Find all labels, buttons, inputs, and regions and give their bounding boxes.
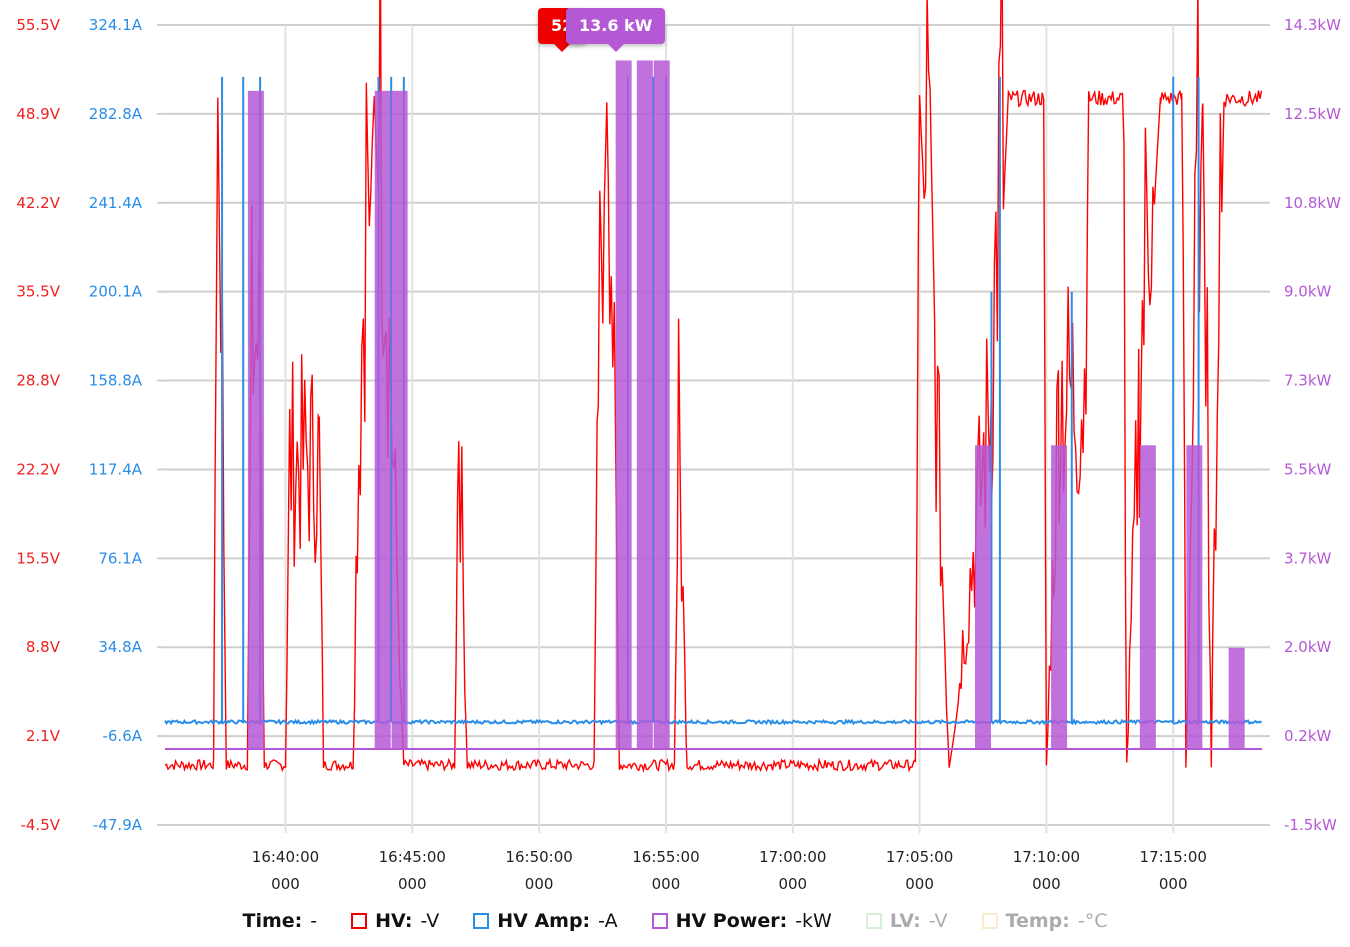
x-tick-label: 17:15:00 <box>1140 848 1207 866</box>
power-tick-label: 9.0kW <box>1284 283 1332 301</box>
voltage-tick-label: 55.5V <box>16 16 60 34</box>
hv-swatch-icon <box>351 913 368 929</box>
voltage-tick-label: 28.8V <box>16 372 60 390</box>
hv-power-spike <box>247 90 264 750</box>
hv-power-spike <box>615 60 632 750</box>
x-tick-label: 16:40:00 <box>252 848 319 866</box>
legend-item-lv[interactable]: LV: -V <box>865 910 948 932</box>
voltage-tick-label: 22.2V <box>16 460 60 478</box>
voltage-tick-label: 42.2V <box>16 194 60 212</box>
legend-time: Time: - <box>242 910 318 932</box>
hv-amp-series-line <box>164 718 1263 726</box>
hv-power-spike <box>1051 445 1068 750</box>
x-tick-sublabel: 000 <box>525 875 554 893</box>
x-tick-label: 17:10:00 <box>1013 848 1080 866</box>
power-tick-label: 7.3kW <box>1284 372 1332 390</box>
x-tick-sublabel: 000 <box>652 875 681 893</box>
power-tick-label: 2.0kW <box>1284 638 1332 656</box>
x-tick-label: 17:00:00 <box>759 848 826 866</box>
hv-power-spike <box>636 60 653 750</box>
hv-power-spike <box>653 60 670 750</box>
legend-item-temp[interactable]: Temp: -°C <box>981 910 1108 932</box>
current-tick-label: 241.4A <box>89 194 143 212</box>
power-tick-label: 0.2kW <box>1284 727 1332 745</box>
power-tick-label: 3.7kW <box>1284 549 1332 567</box>
current-tick-label: -47.9A <box>93 816 143 834</box>
voltage-tick-label: 35.5V <box>16 283 60 301</box>
temp-swatch-icon <box>981 913 998 929</box>
lv-swatch-icon <box>865 913 882 929</box>
power-tooltip: 13.6 kW <box>566 8 666 52</box>
current-tick-label: 200.1A <box>89 283 143 301</box>
x-tick-sublabel: 000 <box>905 875 934 893</box>
x-tick-sublabel: 000 <box>1032 875 1061 893</box>
legend-item-hv[interactable]: HV: -V <box>351 910 439 932</box>
voltage-tick-label: 2.1V <box>26 727 61 745</box>
current-tick-label: 34.8A <box>98 638 142 656</box>
current-tick-label: 117.4A <box>89 460 143 478</box>
legend-item-hv-power[interactable]: HV Power: -kW <box>651 910 832 932</box>
current-tick-label: 158.8A <box>89 372 143 390</box>
hv-power-spike <box>974 445 991 750</box>
hv-power-spike <box>391 90 408 750</box>
current-tick-label: 324.1A <box>89 16 143 34</box>
power-tick-label: 14.3kW <box>1284 16 1341 34</box>
voltage-tick-label: -4.5V <box>20 816 60 834</box>
x-tick-label: 16:50:00 <box>505 848 572 866</box>
legend-item-hv-amp[interactable]: HV Amp: -A <box>473 910 618 932</box>
x-tick-sublabel: 000 <box>778 875 807 893</box>
hv-series-line <box>164 0 1263 774</box>
power-tick-label: 5.5kW <box>1284 460 1332 478</box>
legend: Time: - HV: -V HV Amp: -A HV Power: -kW … <box>0 910 1350 932</box>
hv-power-spike <box>1228 647 1245 750</box>
hv-power-spike <box>374 90 391 750</box>
voltage-tick-label: 48.9V <box>16 105 60 123</box>
x-tick-sublabel: 000 <box>398 875 427 893</box>
x-tick-label: 16:55:00 <box>632 848 699 866</box>
hv-amp-swatch-icon <box>473 913 490 929</box>
hv-power-spike <box>1186 445 1203 750</box>
x-tick-label: 17:05:00 <box>886 848 953 866</box>
telemetry-chart[interactable]: 55.5V 324.1A 14.3kW 48.9V 282.8A 12.5kW 42.2V 2… <box>0 0 1350 905</box>
x-tick-label: 16:45:00 <box>379 848 446 866</box>
x-tick-sublabel: 000 <box>1159 875 1188 893</box>
power-tick-label: 10.8kW <box>1284 194 1341 212</box>
hv-power-swatch-icon <box>651 913 668 929</box>
current-tick-label: 76.1A <box>98 549 142 567</box>
hv-power-spike <box>1139 445 1156 750</box>
voltage-tick-label: 15.5V <box>16 549 60 567</box>
power-tick-label: -1.5kW <box>1284 816 1337 834</box>
current-tick-label: -6.6A <box>102 727 142 745</box>
x-tick-sublabel: 000 <box>271 875 300 893</box>
power-tick-label: 12.5kW <box>1284 105 1341 123</box>
voltage-tick-label: 8.8V <box>26 638 61 656</box>
current-tick-label: 282.8A <box>89 105 143 123</box>
